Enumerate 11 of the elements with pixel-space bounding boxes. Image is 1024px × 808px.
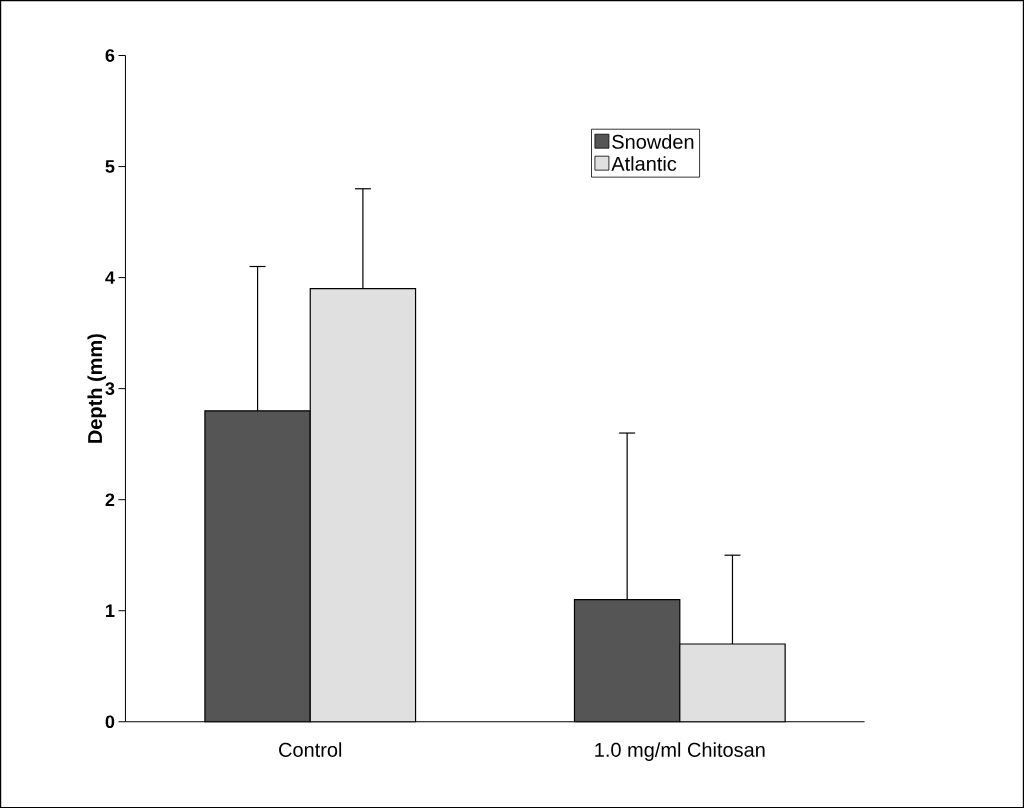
- y-tick-label: 3: [105, 382, 115, 395]
- x-tick-label: Control: [279, 742, 342, 757]
- y-tick-label: 5: [105, 160, 115, 173]
- y-tick-label: 4: [105, 271, 115, 284]
- legend-label: Snowden: [612, 134, 694, 149]
- y-tick-label: 2: [105, 493, 115, 506]
- y-tick-label: 6: [105, 49, 115, 62]
- y-tick-label: 1: [106, 604, 115, 617]
- y-tick-label: 0: [105, 715, 115, 728]
- legend-label: Atlantic: [611, 156, 677, 171]
- x-tick-label: 1.0 mg/ml Chitosan: [595, 742, 765, 761]
